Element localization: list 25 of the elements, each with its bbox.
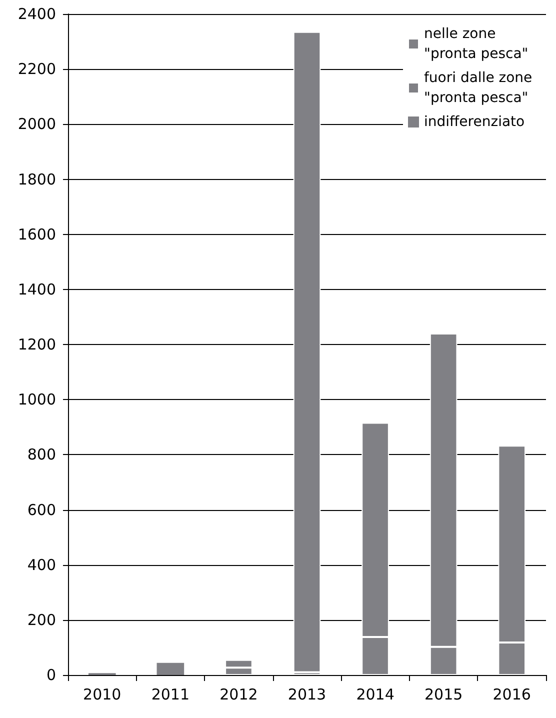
legend-label: indifferenziato xyxy=(424,114,525,130)
y-tick-label: 1400 xyxy=(18,280,56,298)
legend-label: nelle zone "pronta pesca" xyxy=(424,26,528,62)
y-tick-label: 200 xyxy=(27,610,56,629)
y-tick-label: 1800 xyxy=(18,170,56,188)
y-tick-label: 1600 xyxy=(18,225,56,244)
y-tick-label: 0 xyxy=(46,666,56,684)
y-tick-label: 400 xyxy=(27,556,56,574)
x-tick-label: 2014 xyxy=(356,686,394,704)
x-tick-label: 2015 xyxy=(424,686,463,704)
x-tick-label: 2011 xyxy=(151,686,190,704)
bar xyxy=(156,662,184,675)
x-tick-label: 2013 xyxy=(288,686,326,704)
y-tick-label: 1200 xyxy=(18,336,56,354)
y-tick-label: 600 xyxy=(27,500,56,519)
y-tick-label: 1000 xyxy=(18,390,56,409)
x-tick-label: 2012 xyxy=(220,686,258,704)
y-tick-label: 2200 xyxy=(18,60,56,78)
x-tick-label: 2010 xyxy=(83,686,122,704)
y-tick-label: 800 xyxy=(27,446,56,464)
bar xyxy=(293,32,321,672)
y-tick-label: 2400 xyxy=(18,5,56,23)
y-tick-label: 2000 xyxy=(18,115,56,134)
x-tick-label: 2016 xyxy=(492,686,531,704)
legend-label: fuori dalle zone "pronta pesca" xyxy=(424,70,537,106)
